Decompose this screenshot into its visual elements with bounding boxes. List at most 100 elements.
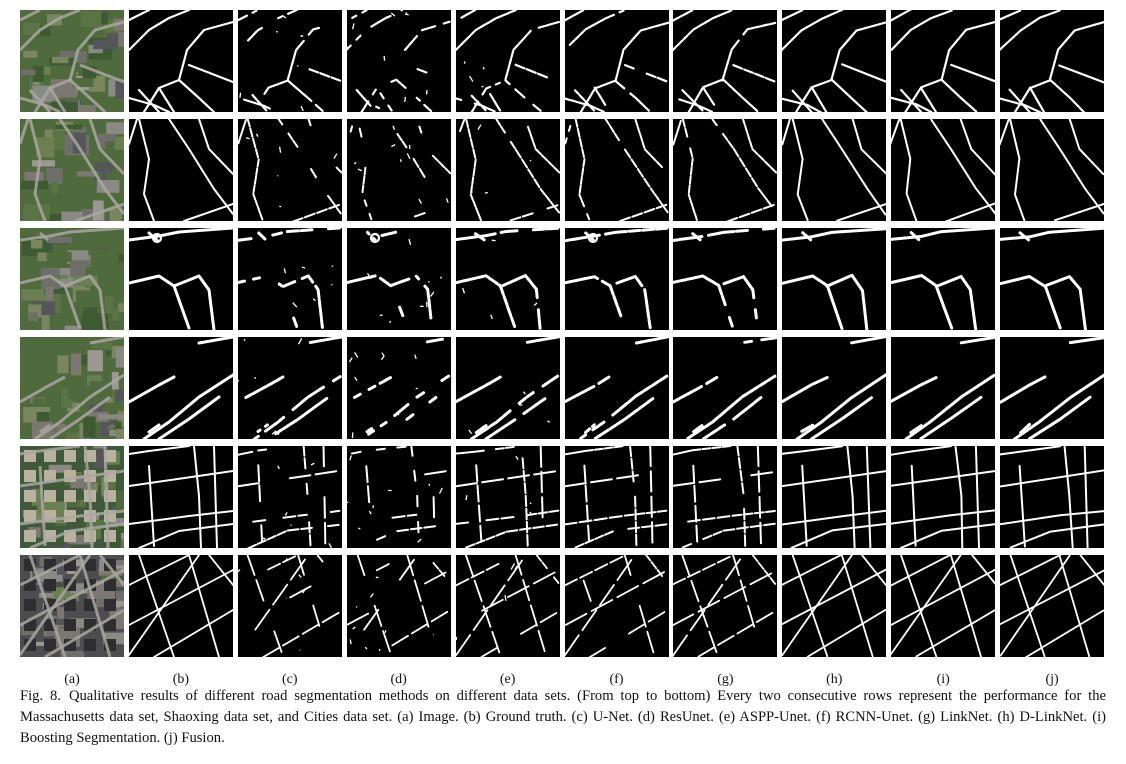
road-mask bbox=[673, 228, 778, 330]
aerial-image-panel bbox=[20, 555, 124, 657]
road-mask bbox=[1000, 10, 1105, 112]
road-mask bbox=[128, 10, 233, 112]
segmentation-mask-panel bbox=[1000, 119, 1105, 221]
road-mask bbox=[673, 10, 778, 112]
segmentation-mask-panel bbox=[237, 337, 342, 439]
segmentation-mask-panel bbox=[673, 119, 778, 221]
road-mask bbox=[564, 337, 669, 439]
segmentation-mask-panel bbox=[673, 446, 778, 548]
aerial-image-panel bbox=[20, 119, 124, 221]
segmentation-mask-panel bbox=[128, 10, 233, 112]
mask-background bbox=[891, 337, 996, 439]
segmentation-mask-panel bbox=[782, 446, 887, 548]
segmentation-mask-panel bbox=[455, 119, 560, 221]
road-mask bbox=[564, 446, 669, 548]
mask-background bbox=[1000, 555, 1105, 657]
segmentation-mask-panel bbox=[237, 10, 342, 112]
segmentation-mask-panel bbox=[455, 337, 560, 439]
aerial-image bbox=[20, 337, 124, 439]
segmentation-mask-panel bbox=[564, 446, 669, 548]
mask-background bbox=[346, 555, 451, 657]
road-mask bbox=[128, 555, 233, 657]
segmentation-mask-panel bbox=[346, 10, 451, 112]
segmentation-mask-panel bbox=[455, 446, 560, 548]
aerial-image-panel bbox=[20, 337, 124, 439]
mask-background bbox=[1000, 119, 1105, 221]
segmentation-mask-panel bbox=[564, 555, 669, 657]
caption-text: Qualitative results of different road se… bbox=[20, 688, 1106, 746]
road-mask bbox=[346, 10, 451, 112]
road-mask bbox=[1000, 228, 1105, 330]
figure-number: Fig. 8. bbox=[20, 688, 61, 704]
mask-background bbox=[673, 119, 778, 221]
column-label: (a) bbox=[64, 672, 80, 687]
segmentation-mask-panel bbox=[346, 555, 451, 657]
road-mask bbox=[564, 119, 669, 221]
road-mask bbox=[891, 337, 996, 439]
segmentation-mask-panel bbox=[128, 119, 233, 221]
segmentation-mask-panel bbox=[1000, 446, 1105, 548]
road-mask bbox=[891, 10, 996, 112]
segmentation-mask-panel bbox=[564, 10, 669, 112]
road-mask bbox=[237, 555, 342, 657]
road-mask bbox=[673, 337, 778, 439]
road-mask bbox=[455, 337, 560, 439]
mask-background bbox=[128, 119, 233, 221]
figure-caption: Fig. 8. Qualitative results of different … bbox=[20, 686, 1106, 749]
road-mask bbox=[782, 446, 887, 548]
mask-background bbox=[455, 446, 560, 548]
road-mask bbox=[237, 337, 342, 439]
mask-background bbox=[455, 555, 560, 657]
segmentation-mask-panel bbox=[455, 555, 560, 657]
road-mask bbox=[455, 119, 560, 221]
segmentation-mask-panel bbox=[128, 446, 233, 548]
mask-background bbox=[455, 119, 560, 221]
aerial-image bbox=[20, 10, 124, 112]
segmentation-mask-panel bbox=[237, 446, 342, 548]
column-label: (i) bbox=[936, 672, 950, 687]
road-mask bbox=[564, 555, 669, 657]
segmentation-mask-panel bbox=[564, 119, 669, 221]
segmentation-mask-panel bbox=[1000, 337, 1105, 439]
column-label: (c) bbox=[282, 672, 298, 687]
road-mask bbox=[455, 228, 560, 330]
segmentation-mask-panel bbox=[891, 119, 996, 221]
road-mask bbox=[455, 446, 560, 548]
road-mask bbox=[346, 446, 451, 548]
road-mask bbox=[128, 337, 233, 439]
segmentation-mask-panel bbox=[564, 337, 669, 439]
mask-background bbox=[237, 555, 342, 657]
column-label: (j) bbox=[1045, 672, 1059, 687]
road-mask bbox=[1000, 555, 1105, 657]
segmentation-mask-panel bbox=[891, 446, 996, 548]
aerial-image bbox=[20, 555, 124, 657]
road-mask bbox=[128, 228, 233, 330]
mask-background bbox=[455, 337, 560, 439]
road-mask bbox=[782, 10, 887, 112]
mask-background bbox=[346, 337, 451, 439]
mask-background bbox=[782, 119, 887, 221]
figure-grid: (a) (b) (c) (d) (e) (f) (g) (h) (i) (j) bbox=[20, 10, 1105, 687]
road-mask bbox=[891, 119, 996, 221]
mask-background bbox=[564, 555, 669, 657]
road-mask bbox=[455, 10, 560, 112]
segmentation-mask-panel bbox=[891, 10, 996, 112]
segmentation-mask-panel bbox=[891, 555, 996, 657]
road-mask bbox=[237, 446, 342, 548]
aerial-image-panel bbox=[20, 228, 124, 330]
road-mask bbox=[128, 446, 233, 548]
segmentation-mask-panel bbox=[1000, 10, 1105, 112]
segmentation-mask-panel bbox=[237, 555, 342, 657]
mask-background bbox=[564, 119, 669, 221]
segmentation-mask-panel bbox=[673, 555, 778, 657]
mask-background bbox=[891, 119, 996, 221]
column-label: (f) bbox=[609, 672, 624, 687]
mask-background bbox=[673, 337, 778, 439]
aerial-image-panel bbox=[20, 446, 124, 548]
road-mask bbox=[891, 555, 996, 657]
segmentation-mask-panel bbox=[564, 228, 669, 330]
road-mask bbox=[782, 555, 887, 657]
mask-background bbox=[237, 10, 342, 112]
segmentation-mask-panel bbox=[455, 10, 560, 112]
road-mask bbox=[128, 119, 233, 221]
